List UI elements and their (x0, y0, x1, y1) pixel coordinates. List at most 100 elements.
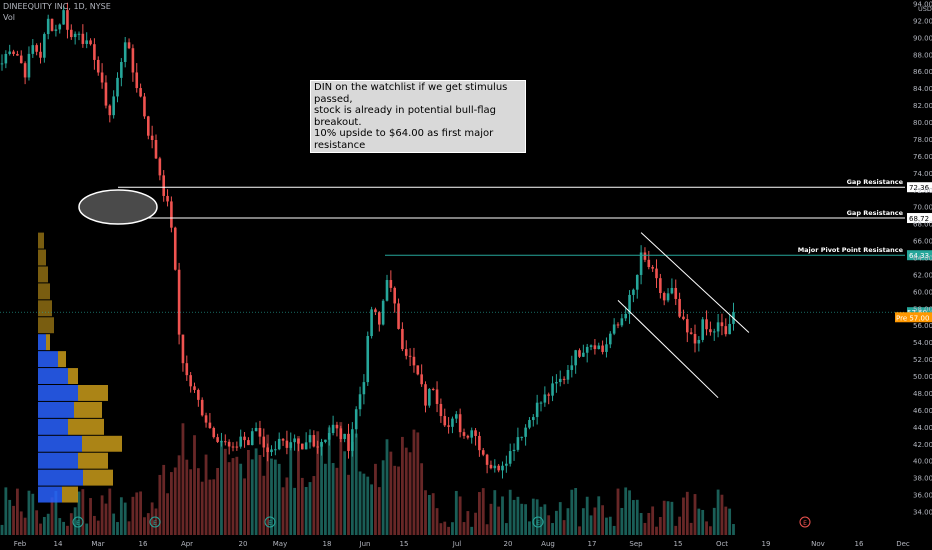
volume-bar (601, 505, 604, 535)
volume-bar (227, 462, 231, 535)
volume-bar (235, 456, 239, 535)
candle-body (339, 428, 343, 439)
volume-bar (66, 525, 69, 535)
candle-body (239, 436, 242, 447)
candle-body (93, 44, 96, 60)
volume-bar (216, 468, 219, 535)
time-tick-label: Feb (14, 540, 27, 548)
volume-bar (231, 458, 235, 535)
volume-bar (16, 488, 19, 535)
volume-bar (262, 475, 266, 535)
volume-bar (196, 468, 200, 535)
time-tick-label: 20 (504, 540, 513, 548)
candle-body (270, 449, 273, 453)
volume-bar (697, 508, 701, 535)
volume-bar (401, 436, 404, 535)
volume-bar (674, 525, 678, 535)
earnings-marker-label: E (536, 520, 540, 527)
volume-bar (520, 503, 524, 535)
candle-body (693, 333, 697, 344)
volume-bar (158, 474, 162, 535)
volume-bar (270, 458, 273, 535)
candle-body (481, 450, 485, 455)
candle-body (366, 336, 370, 383)
candle-body (485, 454, 489, 465)
level-price-tag-text: 64.33 (909, 252, 929, 260)
volume-bar (420, 463, 424, 535)
volume-bar (728, 508, 732, 535)
candle-body (289, 442, 293, 448)
volume-bar (258, 455, 262, 535)
candle-body (147, 116, 150, 136)
volume-bar (35, 510, 39, 535)
candle-body (85, 40, 88, 44)
time-tick-label: 15 (400, 540, 409, 548)
candle-body (674, 287, 678, 299)
volume-bar (678, 516, 681, 535)
candle-body (43, 34, 46, 58)
candle-body (70, 29, 73, 38)
candle-body (724, 326, 728, 335)
price-tick-label: 66.00 (913, 238, 932, 246)
candle-body (662, 293, 666, 301)
volume-profile-buy (38, 334, 46, 351)
volume-bar (412, 429, 416, 535)
candle-body (493, 465, 497, 469)
volume-bar (46, 513, 50, 535)
volume-bar (8, 499, 12, 535)
candle-body (439, 403, 443, 417)
volume-profile-sell (58, 351, 66, 368)
volume-bar (162, 464, 166, 535)
candle-body (689, 332, 693, 334)
candle-body (601, 345, 604, 352)
candle-body (235, 446, 239, 448)
candle-body (89, 40, 92, 45)
candle-body (158, 158, 162, 176)
candle-body (424, 384, 427, 406)
volume-bar (220, 440, 223, 535)
candle-body (312, 435, 316, 447)
candle-body (720, 322, 724, 327)
volume-bar (150, 502, 154, 535)
volume-bar (339, 422, 343, 535)
earnings-marker-label: E (268, 520, 272, 527)
volume-bar (478, 492, 481, 535)
volume-profile-sell (38, 283, 50, 300)
symbol-title: DINEEQUITY INC, 1D, NYSE (3, 2, 111, 11)
candle-body (370, 309, 373, 337)
candle-body (362, 382, 366, 395)
candle-body (27, 53, 31, 78)
candle-body (462, 432, 466, 436)
volume-bar (558, 502, 562, 535)
resistance-label: Gap Resistance (847, 178, 904, 186)
candle-body (4, 53, 8, 64)
volume-bar (458, 496, 462, 535)
candle-body (139, 88, 142, 97)
candle-body (474, 430, 477, 436)
time-axis: Feb 14 Mar 16 Apr 20 May 18 Jun 15 Jul 20 Aug 17 Sep 15… (14, 540, 910, 548)
price-tick-label: 34.00 (913, 509, 932, 517)
volume-bar (324, 463, 327, 535)
time-tick-label: Nov (811, 540, 825, 548)
price-tick-label: 88.00 (913, 51, 932, 59)
candle-body (220, 441, 223, 443)
volume-bar (431, 493, 435, 535)
volume-bar (166, 493, 169, 535)
volume-bar (608, 516, 612, 535)
volume-bar (497, 506, 501, 535)
volume-bar (670, 501, 674, 535)
time-tick-label: Oct (716, 540, 728, 548)
candle-body (308, 435, 312, 443)
volume-bar (73, 507, 77, 535)
candle-body (62, 10, 65, 25)
volume-bar (177, 455, 181, 535)
volume-profile-sell (38, 266, 48, 283)
volume-bar (297, 436, 300, 535)
volume-bar (23, 517, 27, 535)
time-tick-label: Aug (541, 540, 555, 548)
candle-body (135, 72, 139, 89)
volume-bar (77, 491, 81, 535)
volume-bar (662, 500, 666, 535)
volume-bar (312, 476, 316, 535)
